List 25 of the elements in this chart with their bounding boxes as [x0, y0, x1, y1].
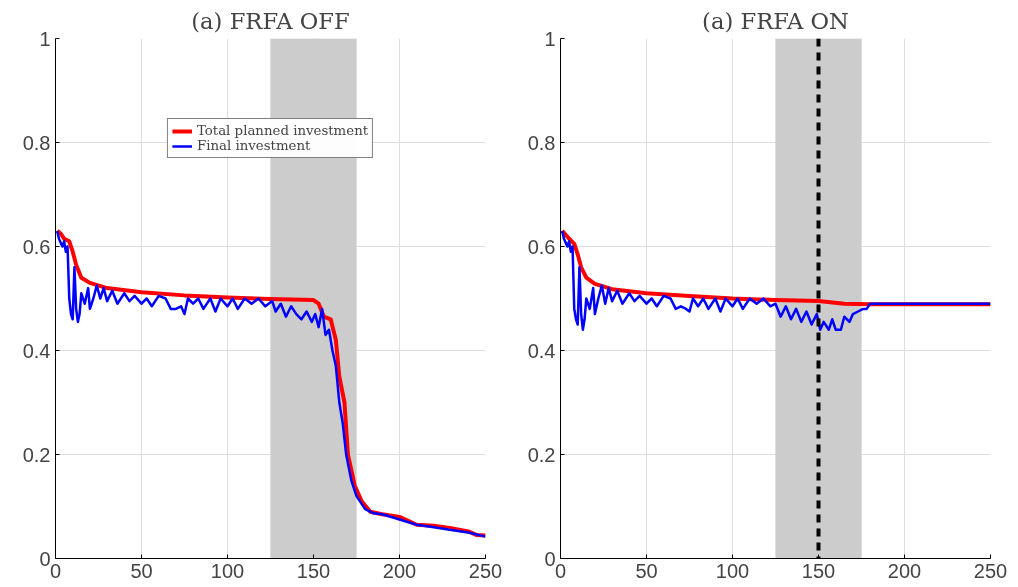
x-tick-label: 100: [210, 559, 245, 582]
chart-title: (a) FRFA ON: [702, 7, 849, 34]
x-tick-label: 100: [715, 559, 750, 582]
y-tick-label: 0.4: [22, 339, 51, 362]
y-tick-label: 0.4: [527, 339, 556, 362]
chart-title: (a) FRFA OFF: [191, 7, 350, 34]
legend-label: Final investment: [196, 138, 311, 153]
x-tick-label: 150: [801, 559, 836, 582]
y-tick-label: 1: [39, 27, 51, 50]
x-tick-label: 50: [635, 559, 658, 582]
x-tick-label: 150: [296, 559, 331, 582]
y-tick-label: 0.6: [527, 235, 556, 258]
x-tick-label: 200: [887, 559, 922, 582]
y-tick-label: 0.8: [22, 131, 51, 154]
x-tick-label: 250: [468, 559, 503, 582]
line-series: [560, 229, 991, 331]
x-tick-label: 200: [382, 559, 417, 582]
y-tick-label: 0.2: [22, 443, 51, 466]
legend-label: Total planned investment: [196, 123, 369, 138]
x-tick-label: 50: [130, 559, 153, 582]
y-tick-label: 0.2: [527, 443, 556, 466]
y-tick-label: 0.8: [527, 131, 556, 154]
y-tick-label: 1: [544, 27, 556, 50]
y-tick-label: 0.6: [22, 235, 51, 258]
x-tick-label: 250: [973, 559, 1008, 582]
